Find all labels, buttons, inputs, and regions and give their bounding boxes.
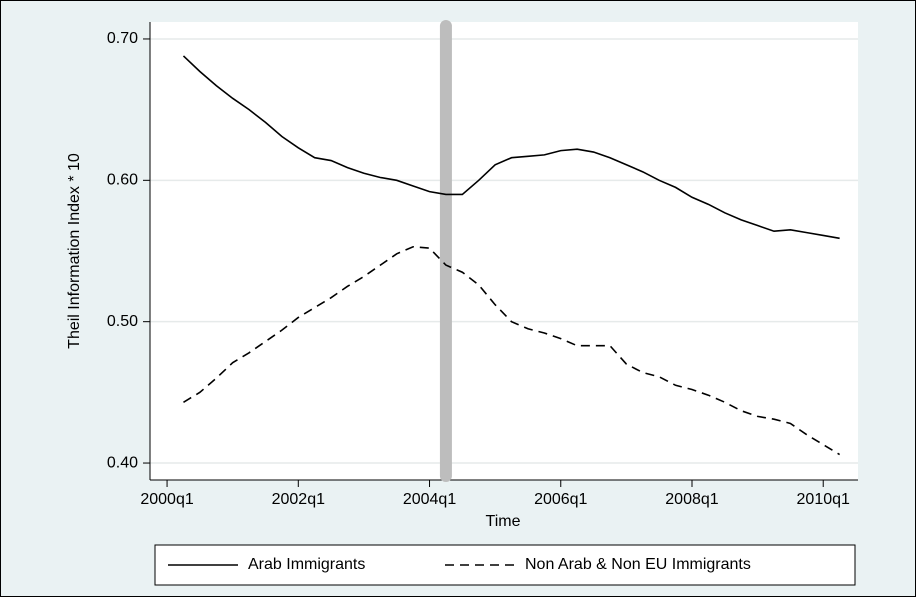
x-tick-label: 2010q1 xyxy=(797,491,850,508)
x-tick-label: 2000q1 xyxy=(140,491,193,508)
y-tick-label: 0.70 xyxy=(107,30,138,47)
x-tick-label: 2004q1 xyxy=(403,491,456,508)
line-series xyxy=(183,245,841,456)
legend-label: Arab Immigrants xyxy=(248,556,365,573)
y-tick-label: 0.40 xyxy=(107,454,138,471)
line-series xyxy=(182,55,840,240)
x-axis-title: Time xyxy=(486,513,521,530)
x-tick-label: 2008q1 xyxy=(665,491,718,508)
legend-label: Non Arab & Non EU Immigrants xyxy=(525,556,751,573)
y-tick-label: 0.60 xyxy=(107,172,138,189)
y-axis-title: Theil Information Index * 10 xyxy=(66,153,83,349)
y-tick-label: 0.50 xyxy=(107,313,138,330)
x-tick-label: 2006q1 xyxy=(534,491,587,508)
plot-area xyxy=(150,22,858,480)
x-tick-label: 2002q1 xyxy=(272,491,325,508)
